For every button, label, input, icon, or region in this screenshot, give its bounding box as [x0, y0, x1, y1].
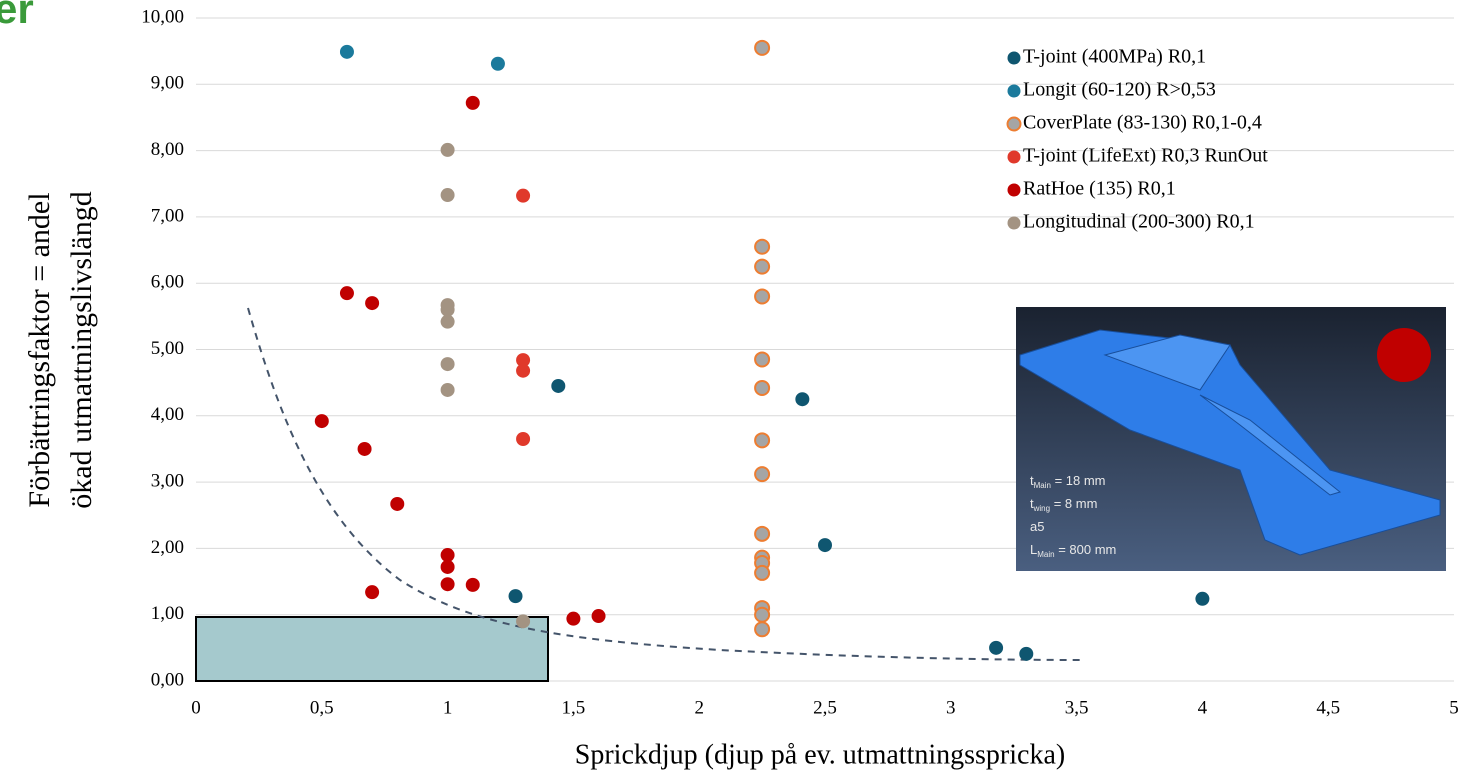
point [516, 364, 530, 378]
y-tick-label: 0,00 [151, 669, 184, 690]
point [365, 296, 379, 310]
point [358, 442, 372, 456]
legend-label: CoverPlate (83-130) R0,1-0,4 [1023, 112, 1262, 134]
legend-marker [1008, 52, 1021, 65]
point [441, 577, 455, 591]
y-axis-title: Förbättringsfaktor = andel [23, 192, 56, 507]
y-tick-label: 7,00 [151, 205, 184, 226]
point [516, 614, 530, 628]
point [466, 578, 480, 592]
inset-sub: Main [1037, 550, 1054, 559]
point [441, 303, 455, 317]
trend-line [248, 308, 1085, 660]
legend-label: RatHoe (135) R0,1 [1023, 178, 1176, 200]
y-tick-label: 6,00 [151, 272, 184, 293]
y-tick-label: 1,00 [151, 603, 184, 624]
point [592, 609, 606, 623]
point [441, 315, 455, 329]
x-tick-label: 0 [191, 697, 201, 718]
point [441, 383, 455, 397]
point [516, 432, 530, 446]
point [989, 641, 1003, 655]
point [491, 57, 505, 71]
inset-image [1016, 307, 1446, 571]
legend-marker [1008, 151, 1021, 164]
y-tick-label: 3,00 [151, 470, 184, 491]
legend-marker [1008, 217, 1021, 230]
x-tick-label: 1,5 [562, 697, 586, 718]
legend-label: T-joint (LifeExt) R0,3 RunOut [1023, 145, 1268, 167]
point [441, 188, 455, 202]
x-tick-label: 5 [1449, 697, 1459, 718]
point [755, 352, 769, 366]
y-tick-label: 10,00 [141, 6, 184, 27]
point [755, 622, 769, 636]
x-tick-label: 2 [694, 697, 704, 718]
legend-marker [1008, 85, 1021, 98]
y-tick-label: 2,00 [151, 537, 184, 558]
y-axis-title: ökad utmattningslivslängd [65, 191, 98, 508]
inset-rest: = 18 mm [1051, 473, 1106, 488]
logo: er [0, 0, 34, 32]
x-tick-label: 1 [443, 697, 453, 718]
point [818, 538, 832, 552]
point [1019, 647, 1033, 661]
point [755, 433, 769, 447]
point [441, 560, 455, 574]
y-tick-label: 9,00 [151, 73, 184, 94]
y-tick-label: 4,00 [151, 404, 184, 425]
inset-symbol: a5 [1030, 519, 1044, 534]
point [755, 260, 769, 274]
inset-symbol: L [1030, 542, 1037, 557]
y-tick-label: 5,00 [151, 338, 184, 359]
point [509, 589, 523, 603]
point [755, 381, 769, 395]
point [755, 566, 769, 580]
point [755, 527, 769, 541]
point [566, 612, 580, 626]
x-tick-label: 4 [1198, 697, 1208, 718]
inset-sub: wing [1033, 504, 1050, 513]
point [466, 96, 480, 110]
point [390, 497, 404, 511]
point [441, 143, 455, 157]
point [755, 240, 769, 254]
point [441, 357, 455, 371]
point [755, 289, 769, 303]
y-tick-label: 8,00 [151, 139, 184, 160]
legend-label: Longitudinal (200-300) R0,1 [1023, 211, 1255, 233]
point [551, 379, 565, 393]
point [755, 41, 769, 55]
point [340, 45, 354, 59]
inset-sub: Main [1034, 481, 1051, 490]
point [340, 286, 354, 300]
region-box [196, 617, 548, 681]
point [755, 467, 769, 481]
legend-label: T-joint (400MPa) R0,1 [1023, 46, 1206, 68]
inset-rest: = 8 mm [1050, 496, 1097, 511]
x-tick-label: 2,5 [813, 697, 837, 718]
inset-text: a5 [1030, 519, 1044, 534]
point [795, 392, 809, 406]
x-tick-label: 3,5 [1065, 697, 1089, 718]
point [365, 585, 379, 599]
x-axis-title: Sprickdjup (djup på ev. utmattningsspric… [575, 739, 1065, 770]
point [315, 414, 329, 428]
legend-marker [1008, 118, 1021, 131]
chart: er tMain = 18 mmtwing = 8 mma5LMain = 80… [0, 0, 1464, 779]
point [441, 548, 455, 562]
x-tick-label: 3 [946, 697, 956, 718]
x-tick-label: 4,5 [1316, 697, 1340, 718]
point [755, 608, 769, 622]
point [1195, 592, 1209, 606]
inset-rest: = 800 mm [1055, 542, 1117, 557]
x-tick-label: 0,5 [310, 697, 334, 718]
legend-marker [1008, 184, 1021, 197]
legend-label: Longit (60-120) R>0,53 [1023, 79, 1216, 101]
point [516, 189, 530, 203]
